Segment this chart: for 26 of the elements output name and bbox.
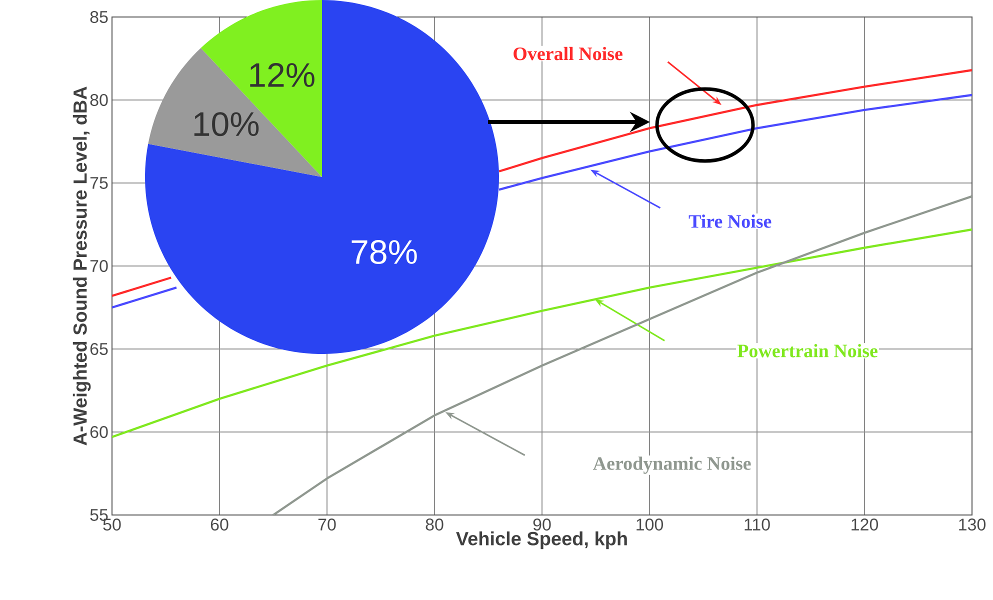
data-label: 78% (352, 240, 417, 264)
y-tick-label: 85 (90, 10, 108, 24)
x-tick-label: 60 (210, 518, 228, 531)
y-tick-label: 60 (90, 426, 108, 438)
x-tick-label: 50 (103, 518, 121, 531)
x-tick-label: 90 (533, 518, 551, 531)
y-tick-label: 75 (90, 177, 108, 189)
x-tick-label: 110 (744, 518, 770, 531)
x-tick-label: 100 (636, 518, 664, 531)
y-axis-title: A-Weighted Sound Pressure Level, dBA (72, 86, 91, 446)
y-tick-label: 70 (90, 260, 108, 272)
y-tick-label: 65 (90, 342, 108, 356)
text: Tire Noise (688, 214, 772, 228)
text: Powertrain Noise (737, 344, 878, 358)
text: Aerodynamic Noise (593, 456, 751, 474)
line-series (112, 228, 972, 438)
x-tick-label: 130 (959, 518, 986, 531)
y-tick-label: 80 (90, 94, 108, 106)
data-label: 10% (194, 112, 259, 136)
x-tick-label: 70 (318, 518, 336, 531)
x-axis-title: Vehicle Speed, kph (456, 531, 627, 550)
y-tick-label: 55 (90, 509, 108, 521)
text: Overall Noise (514, 46, 622, 60)
x-tick-label: 120 (852, 518, 878, 531)
x-tick-label: 80 (426, 518, 444, 531)
data-label: 12% (250, 62, 314, 87)
